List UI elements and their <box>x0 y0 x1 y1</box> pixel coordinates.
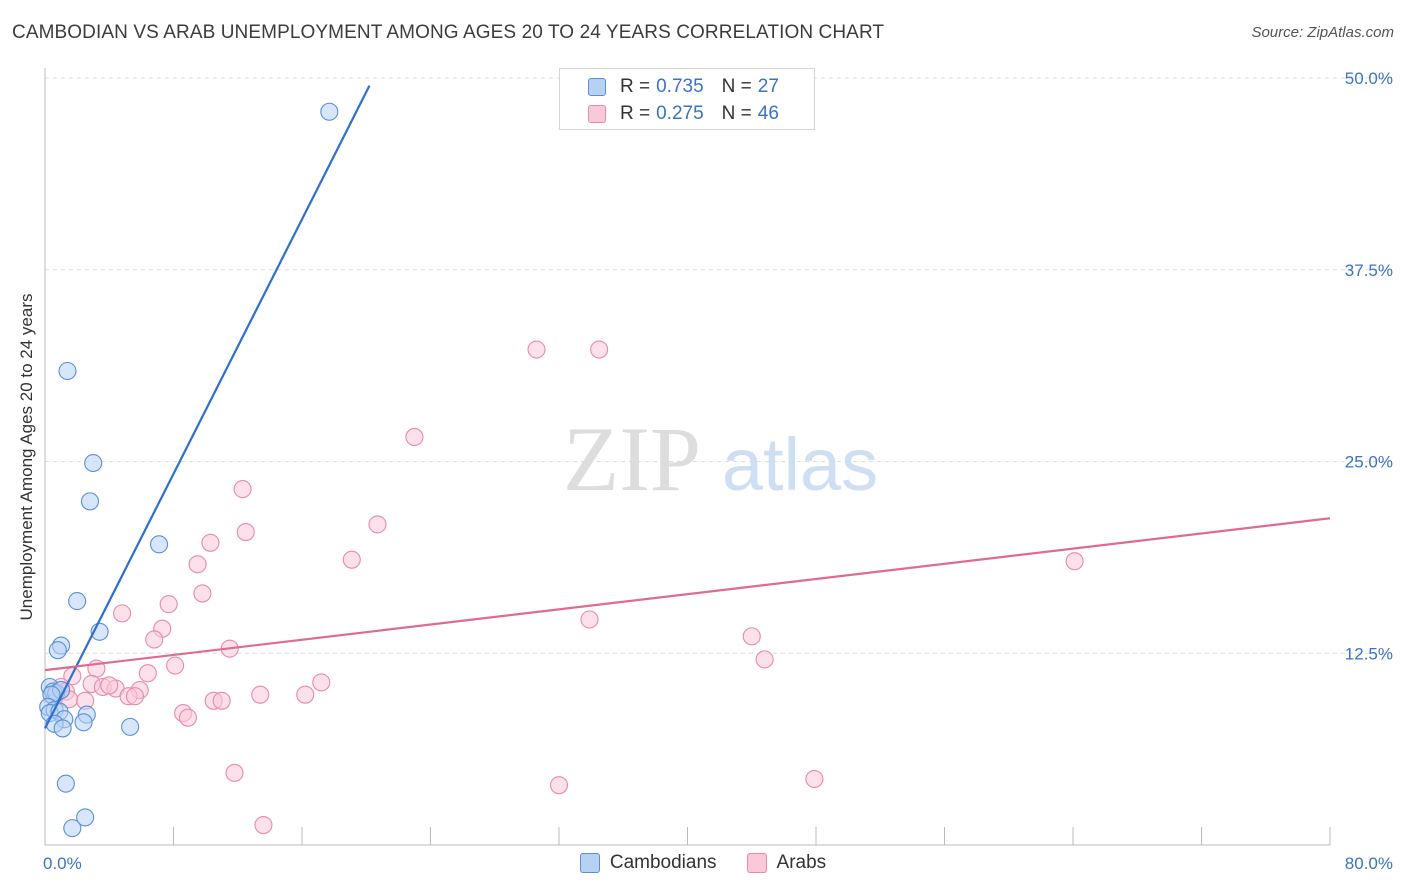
arab-trend-line <box>44 517 1331 672</box>
legend-swatch-cambodians <box>588 78 606 96</box>
legend-swatch-arabs <box>746 853 767 873</box>
arab-point <box>405 427 424 447</box>
chart-title: CAMBODIAN VS ARAB UNEMPLOYMENT AMONG AGE… <box>12 22 885 43</box>
legend-r-label: R = <box>620 103 651 124</box>
cambodian-point <box>320 102 339 121</box>
arab-point <box>188 555 207 574</box>
x-tick-label: 0.0% <box>43 854 82 873</box>
legend-label-cambodians: Cambodians <box>609 852 717 873</box>
arab-point <box>742 627 761 646</box>
legend-swatch-arabs <box>588 105 606 123</box>
cambodian-point <box>63 819 82 838</box>
cambodian-point <box>56 774 75 793</box>
cambodian-point <box>48 641 67 660</box>
cambodian-point <box>76 808 95 827</box>
grid-lines <box>45 77 1392 654</box>
arab-point <box>125 687 144 706</box>
arab-point <box>225 763 244 782</box>
legend-item-cambodians[interactable]: Cambodians <box>579 852 717 874</box>
arab-point <box>805 769 824 789</box>
legend-label-arabs: Arabs <box>776 852 827 873</box>
legend-n-label: N = <box>721 103 752 124</box>
arab-point <box>100 676 119 695</box>
watermark: ZIP atlas <box>563 408 878 510</box>
arab-point <box>193 584 212 603</box>
arab-point <box>113 604 132 623</box>
legend-swatch-cambodians <box>579 853 600 873</box>
arab-point <box>254 816 273 835</box>
legend-r-label: R = <box>620 76 651 97</box>
legend-r-value: 0.735 <box>656 76 704 97</box>
y-tick-label: 12.5% <box>1345 644 1393 663</box>
arab-point <box>145 630 164 649</box>
series-legend: Cambodians Arabs <box>0 852 1406 874</box>
legend-row-arabs: R = 0.275 N = 46 <box>588 102 779 126</box>
cambodian-point <box>84 453 103 473</box>
arab-point <box>590 340 609 359</box>
arab-point <box>755 650 774 669</box>
arab-point <box>212 691 231 710</box>
legend-n-value: 27 <box>757 76 779 97</box>
cambodian-point <box>80 492 100 511</box>
legend-r-value: 0.275 <box>656 103 704 124</box>
cambodian-point <box>68 592 87 611</box>
arab-point <box>549 776 569 795</box>
arab-point <box>178 708 198 727</box>
y-tick-label: 50.0% <box>1345 69 1393 88</box>
trend-lines <box>44 85 1331 729</box>
arab-point <box>580 610 599 629</box>
y-axis-label: Unemployment Among Ages 20 to 24 years <box>17 294 36 621</box>
arab-point <box>233 480 252 499</box>
arab-point <box>342 550 361 569</box>
cambodian-point <box>58 361 77 381</box>
axis-labels: 12.5% 25.0% 37.5% 50.0% 0.0% 80.0% Unemploymen… <box>17 69 1393 873</box>
cambodian-point <box>121 717 140 736</box>
y-tick-label: 25.0% <box>1345 453 1393 472</box>
watermark-zip: ZIP <box>563 408 701 510</box>
correlation-legend: R = 0.735 N = 27 R = 0.275 N = 46 <box>559 68 815 130</box>
arab-point <box>296 685 315 704</box>
arab-point <box>368 515 387 534</box>
arab-point <box>527 340 546 359</box>
arab-point <box>1065 552 1084 571</box>
legend-n-label: N = <box>721 76 752 97</box>
arab-point <box>166 656 185 675</box>
watermark-atlas: atlas <box>722 423 878 506</box>
cambodian-point <box>53 719 72 738</box>
arab-point <box>138 664 157 683</box>
arab-point <box>201 533 220 552</box>
cambodian-point <box>74 713 93 732</box>
x-tick-label: 80.0% <box>1345 854 1393 873</box>
arab-point <box>236 523 255 542</box>
cambodian-trend-line <box>44 85 371 729</box>
legend-row-cambodians: R = 0.735 N = 27 <box>588 75 779 99</box>
arab-point <box>312 673 331 692</box>
legend-item-arabs[interactable]: Arabs <box>746 852 827 874</box>
arab-point <box>251 685 270 704</box>
cambodian-point <box>149 535 169 554</box>
source-label: Source: ZipAtlas.com <box>1251 24 1394 41</box>
arab-point <box>159 595 178 614</box>
legend-n-value: 46 <box>757 103 779 124</box>
arab-points <box>45 340 1084 835</box>
y-tick-label: 37.5% <box>1345 261 1393 280</box>
